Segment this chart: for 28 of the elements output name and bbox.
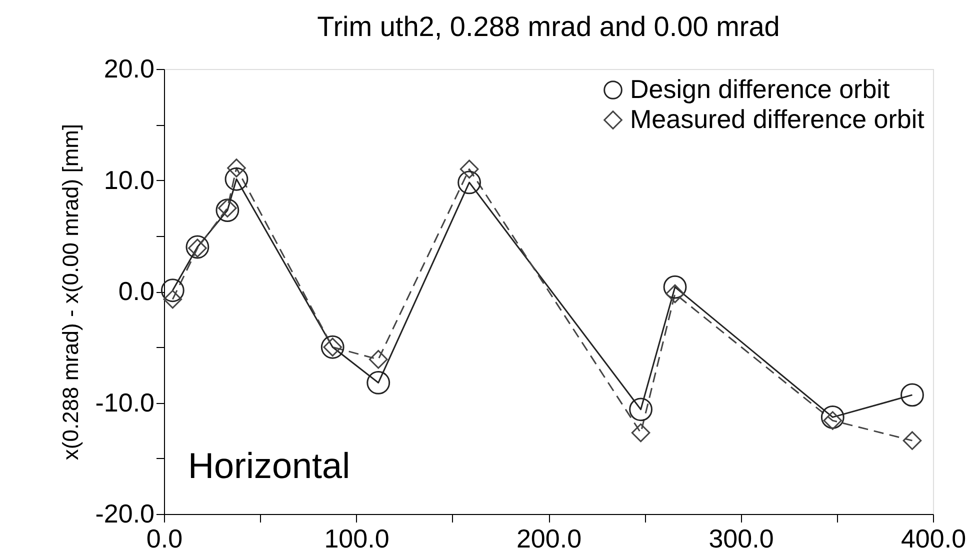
point [900, 383, 924, 407]
x-tick-label: 100.0 [324, 524, 390, 551]
point [629, 398, 652, 422]
annotation: Horizontal [188, 445, 350, 486]
point [368, 350, 388, 369]
point [631, 423, 650, 442]
point [663, 275, 687, 299]
point [160, 278, 184, 302]
x-tick-label: 200.0 [516, 524, 582, 551]
x-tick-label: 300.0 [708, 524, 774, 551]
point [820, 406, 844, 429]
y-tick-label: 10.0 [104, 164, 154, 195]
point [224, 167, 248, 191]
y-axis-title: x(0.288 mrad) - x(0.00 mrad) [mm] [58, 124, 84, 460]
point [902, 431, 922, 450]
point [216, 198, 240, 222]
legend-label: Measured difference orbit [630, 104, 926, 134]
chart-title: Trim uth2, 0.288 mrad and 0.00 mrad [317, 11, 780, 42]
point [227, 158, 246, 178]
point [366, 371, 390, 394]
point [460, 160, 479, 179]
y-tick-label: 0.0 [118, 276, 154, 306]
point [186, 235, 210, 259]
point [458, 170, 481, 194]
y-tick-label: -10.0 [95, 387, 154, 418]
legend-label: Design difference orbit [630, 74, 890, 104]
x-tick-label: 400.0 [900, 524, 966, 551]
y-tick-label: 20.0 [104, 54, 154, 84]
